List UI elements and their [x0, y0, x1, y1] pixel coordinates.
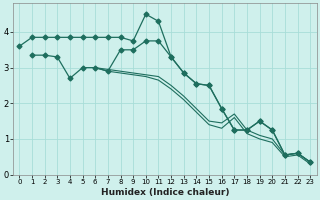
X-axis label: Humidex (Indice chaleur): Humidex (Indice chaleur) [100, 188, 229, 197]
